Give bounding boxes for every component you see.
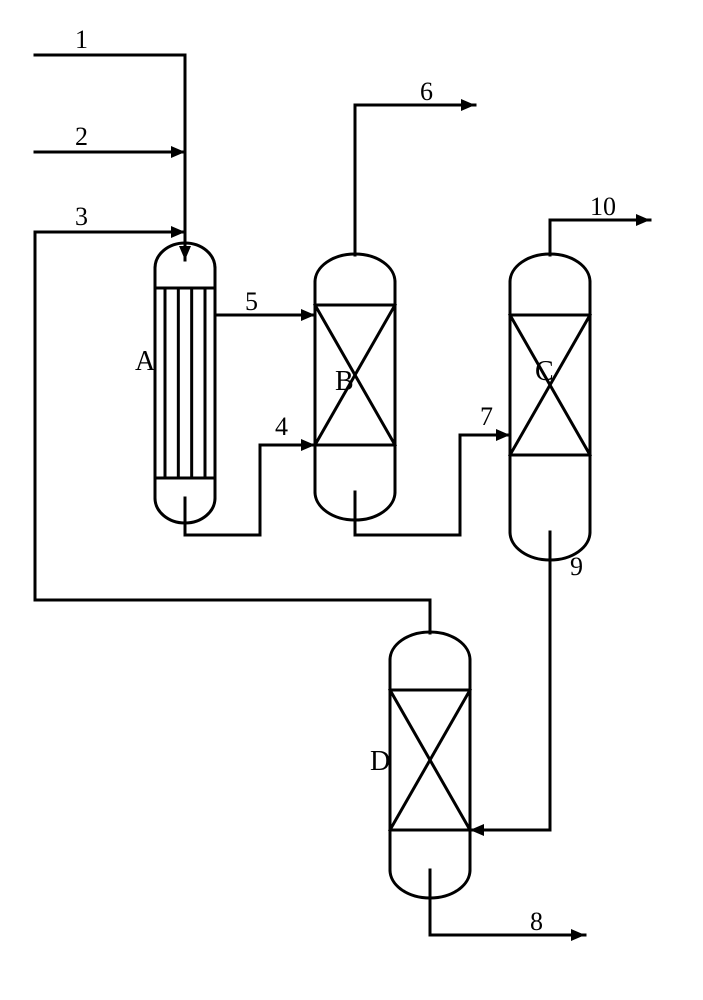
svg-text:1: 1 [75,25,88,54]
svg-text:C: C [535,356,554,387]
svg-text:4: 4 [275,412,288,441]
svg-text:6: 6 [420,77,433,106]
svg-text:9: 9 [570,552,583,581]
svg-text:3: 3 [75,202,88,231]
svg-text:B: B [335,366,354,397]
svg-text:8: 8 [530,907,543,936]
svg-text:7: 7 [480,402,493,431]
svg-text:10: 10 [590,192,616,221]
svg-text:5: 5 [245,287,258,316]
svg-text:A: A [135,346,156,377]
svg-text:2: 2 [75,122,88,151]
svg-text:D: D [370,746,390,777]
